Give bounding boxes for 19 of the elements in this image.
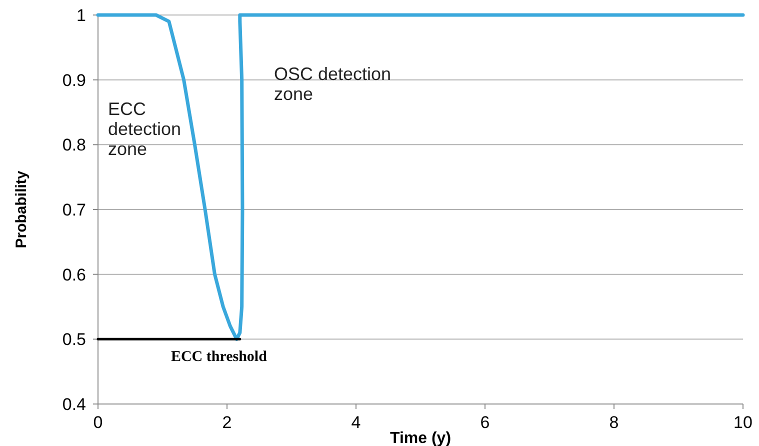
x-tick-label: 8 bbox=[609, 413, 619, 432]
y-tick-label: 0.5 bbox=[62, 330, 86, 350]
series-label: ECC threshold bbox=[170, 349, 268, 366]
x-tick-label: 2 bbox=[222, 413, 232, 432]
x-axis-title: Time (y) bbox=[390, 430, 452, 446]
x-tick-label: 4 bbox=[351, 413, 361, 432]
x-tick-label: 6 bbox=[480, 413, 490, 432]
x-tick-label: 0 bbox=[93, 413, 103, 432]
y-tick-label: 0.6 bbox=[62, 265, 86, 284]
y-tick-label: 1 bbox=[76, 6, 86, 25]
line-series bbox=[96, 13, 745, 341]
y-tick-label: 0.8 bbox=[62, 136, 86, 155]
y-axis-title: Probability bbox=[13, 170, 30, 248]
y-tick-label: 0.7 bbox=[62, 200, 86, 220]
annotation: ECC detection zone bbox=[108, 99, 182, 159]
x-tick-label: 10 bbox=[734, 413, 752, 432]
y-tick-label: 0.4 bbox=[62, 395, 86, 414]
y-tick-label: 0.9 bbox=[62, 70, 86, 90]
annotation: OSC detection zone bbox=[274, 64, 392, 104]
